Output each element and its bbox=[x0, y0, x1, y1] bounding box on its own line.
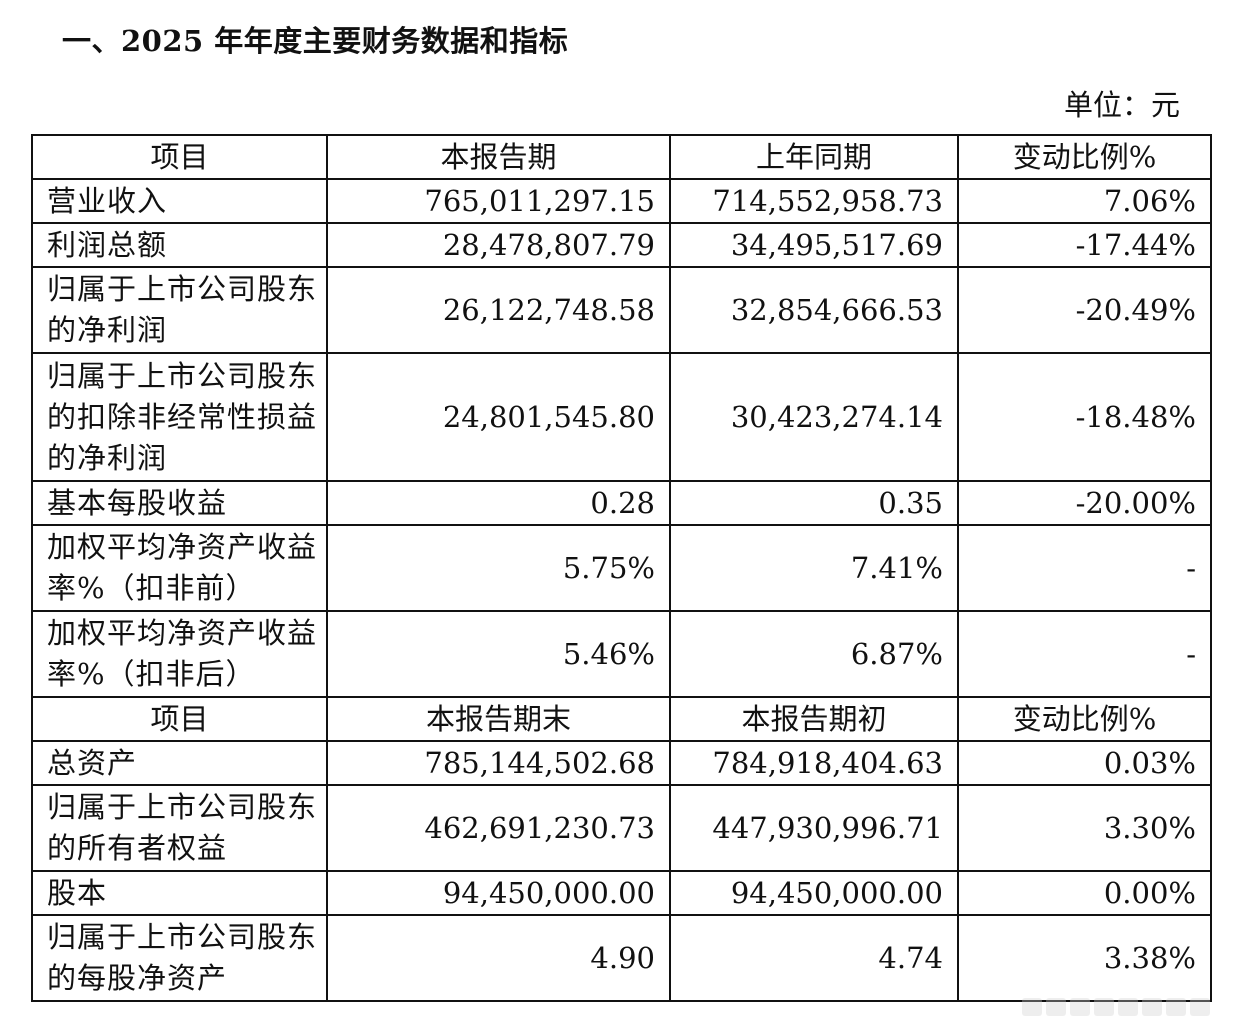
watermark-mark bbox=[1166, 998, 1186, 1016]
current-value: 785,144,502.68 bbox=[326, 740, 671, 786]
change-value: 0.03% bbox=[957, 740, 1212, 786]
row-label: 利润总额 bbox=[31, 222, 328, 268]
table-row: 归属于上市公司股东的所有者权益 462,691,230.73 447,930,9… bbox=[31, 784, 1212, 872]
table-row: 归属于上市公司股东的每股净资产 4.90 4.74 3.38% bbox=[31, 914, 1212, 1002]
row-label: 归属于上市公司股东的扣除非经常性损益的净利润 bbox=[31, 352, 328, 482]
prior-value: 0.35 bbox=[669, 480, 959, 526]
header-period-end: 本报告期末 bbox=[326, 696, 671, 742]
change-value: 7.06% bbox=[957, 178, 1212, 224]
current-value: 0.28 bbox=[326, 480, 671, 526]
document-title: 一、2025 年年度主要财务数据和指标 bbox=[62, 24, 569, 58]
table-row: 加权平均净资产收益率%（扣非前） 5.75% 7.41% - bbox=[31, 524, 1212, 612]
prior-value: 4.74 bbox=[669, 914, 959, 1002]
row-label: 基本每股收益 bbox=[31, 480, 328, 526]
prior-value: 34,495,517.69 bbox=[669, 222, 959, 268]
header-change-ratio: 变动比例% bbox=[957, 134, 1212, 180]
change-value: 0.00% bbox=[957, 870, 1212, 916]
change-value: 3.38% bbox=[957, 914, 1212, 1002]
watermark-mark bbox=[1190, 998, 1210, 1016]
current-value: 462,691,230.73 bbox=[326, 784, 671, 872]
current-value: 765,011,297.15 bbox=[326, 178, 671, 224]
table-row: 利润总额 28,478,807.79 34,495,517.69 -17.44% bbox=[31, 222, 1212, 268]
current-value: 5.46% bbox=[326, 610, 671, 698]
watermark-mark bbox=[1118, 998, 1138, 1016]
header-item: 项目 bbox=[31, 134, 328, 180]
change-value: 3.30% bbox=[957, 784, 1212, 872]
prior-value: 30,423,274.14 bbox=[669, 352, 959, 482]
current-value: 28,478,807.79 bbox=[326, 222, 671, 268]
table-row: 营业收入 765,011,297.15 714,552,958.73 7.06% bbox=[31, 178, 1212, 224]
row-label: 总资产 bbox=[31, 740, 328, 786]
watermark-mark bbox=[1142, 998, 1162, 1016]
row-label: 加权平均净资产收益率%（扣非前） bbox=[31, 524, 328, 612]
prior-value: 447,930,996.71 bbox=[669, 784, 959, 872]
table-row: 归属于上市公司股东的扣除非经常性损益的净利润 24,801,545.80 30,… bbox=[31, 352, 1212, 482]
change-value: -20.49% bbox=[957, 266, 1212, 354]
change-value: -17.44% bbox=[957, 222, 1212, 268]
table-row: 基本每股收益 0.28 0.35 -20.00% bbox=[31, 480, 1212, 526]
row-label: 加权平均净资产收益率%（扣非后） bbox=[31, 610, 328, 698]
prior-value: 7.41% bbox=[669, 524, 959, 612]
table-row: 股本 94,450,000.00 94,450,000.00 0.00% bbox=[31, 870, 1212, 916]
watermark-mark bbox=[1094, 998, 1114, 1016]
prior-value: 32,854,666.53 bbox=[669, 266, 959, 354]
watermark bbox=[1022, 996, 1222, 1018]
current-value: 24,801,545.80 bbox=[326, 352, 671, 482]
table-header-row: 项目 本报告期 上年同期 变动比例% bbox=[31, 134, 1212, 180]
financial-data-table: 项目 本报告期 上年同期 变动比例% 营业收入 765,011,297.15 7… bbox=[31, 134, 1212, 1002]
prior-value: 6.87% bbox=[669, 610, 959, 698]
row-label: 股本 bbox=[31, 870, 328, 916]
prior-value: 784,918,404.63 bbox=[669, 740, 959, 786]
row-label: 营业收入 bbox=[31, 178, 328, 224]
row-label: 归属于上市公司股东的所有者权益 bbox=[31, 784, 328, 872]
current-value: 94,450,000.00 bbox=[326, 870, 671, 916]
table-header-row: 项目 本报告期末 本报告期初 变动比例% bbox=[31, 696, 1212, 742]
header-period-start: 本报告期初 bbox=[669, 696, 959, 742]
header-current-period: 本报告期 bbox=[326, 134, 671, 180]
change-value: -20.00% bbox=[957, 480, 1212, 526]
change-value: - bbox=[957, 610, 1212, 698]
table-row: 总资产 785,144,502.68 784,918,404.63 0.03% bbox=[31, 740, 1212, 786]
watermark-mark bbox=[1070, 998, 1090, 1016]
header-prior-period: 上年同期 bbox=[669, 134, 959, 180]
prior-value: 94,450,000.00 bbox=[669, 870, 959, 916]
watermark-mark bbox=[1046, 998, 1066, 1016]
change-value: -18.48% bbox=[957, 352, 1212, 482]
table-row: 归属于上市公司股东的净利润 26,122,748.58 32,854,666.5… bbox=[31, 266, 1212, 354]
row-label: 归属于上市公司股东的净利润 bbox=[31, 266, 328, 354]
current-value: 26,122,748.58 bbox=[326, 266, 671, 354]
current-value: 5.75% bbox=[326, 524, 671, 612]
header-change-ratio: 变动比例% bbox=[957, 696, 1212, 742]
row-label: 归属于上市公司股东的每股净资产 bbox=[31, 914, 328, 1002]
change-value: - bbox=[957, 524, 1212, 612]
prior-value: 714,552,958.73 bbox=[669, 178, 959, 224]
table-row: 加权平均净资产收益率%（扣非后） 5.46% 6.87% - bbox=[31, 610, 1212, 698]
header-item: 项目 bbox=[31, 696, 328, 742]
unit-label: 单位：元 bbox=[1063, 88, 1180, 122]
current-value: 4.90 bbox=[326, 914, 671, 1002]
watermark-mark bbox=[1022, 998, 1042, 1016]
